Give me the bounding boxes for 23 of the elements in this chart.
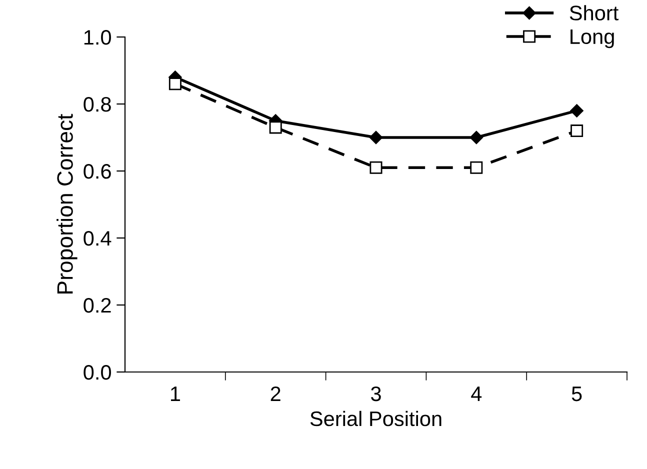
point	[570, 124, 584, 138]
point	[369, 130, 383, 144]
point	[470, 130, 483, 144]
point	[370, 161, 382, 174]
x-tick-label: 1	[170, 386, 180, 401]
y-tick-label: 0.2	[84, 298, 111, 313]
x-axis-title: Serial Position	[310, 410, 442, 426]
y-tick-label: 0.4	[84, 231, 112, 246]
x-tick-label: 5	[572, 386, 582, 402]
y-tick-label: 0.0	[84, 365, 111, 380]
legend-label: Long	[570, 29, 614, 48]
point	[269, 121, 282, 134]
y-tick-label: 1.0	[84, 30, 111, 45]
y-axis-title: Proportion Correct	[56, 114, 78, 294]
x-tick-label: 3	[371, 386, 381, 402]
point	[168, 78, 182, 90]
x-tick-label: 4	[471, 386, 482, 401]
point	[570, 104, 584, 118]
x-tick-label: 2	[270, 386, 280, 401]
point	[470, 161, 483, 174]
y-tick-label: 0.6	[84, 164, 111, 179]
legend-label: Short	[570, 5, 619, 20]
y-tick-label: 0.8	[84, 97, 111, 112]
